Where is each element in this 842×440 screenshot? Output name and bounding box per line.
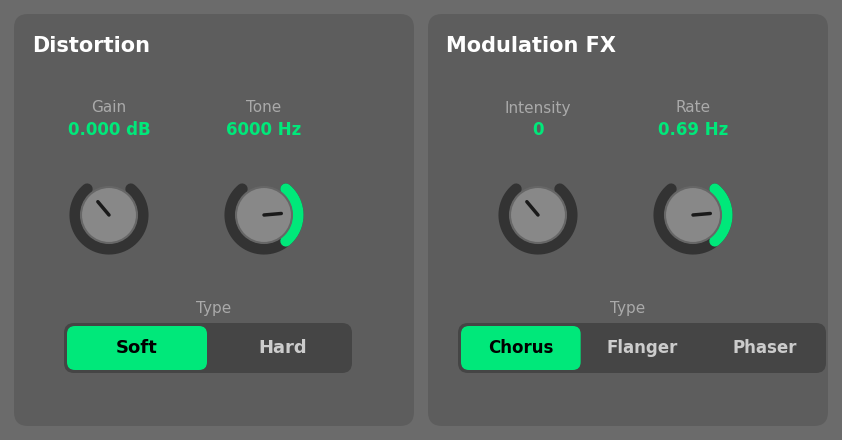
Text: Hard: Hard xyxy=(258,339,307,357)
Text: Type: Type xyxy=(196,301,232,315)
FancyBboxPatch shape xyxy=(461,326,581,370)
Text: 0.69 Hz: 0.69 Hz xyxy=(658,121,728,139)
Circle shape xyxy=(81,187,137,243)
Text: Tone: Tone xyxy=(247,100,281,115)
Text: Chorus: Chorus xyxy=(488,339,553,357)
Text: Type: Type xyxy=(610,301,646,315)
Text: Rate: Rate xyxy=(675,100,711,115)
Circle shape xyxy=(236,187,292,243)
FancyBboxPatch shape xyxy=(67,326,207,370)
Text: 0.000 dB: 0.000 dB xyxy=(67,121,151,139)
Text: Intensity: Intensity xyxy=(504,100,571,115)
Text: Flanger: Flanger xyxy=(606,339,678,357)
Circle shape xyxy=(665,187,721,243)
Text: Modulation FX: Modulation FX xyxy=(446,36,616,56)
Text: Gain: Gain xyxy=(92,100,126,115)
FancyBboxPatch shape xyxy=(14,14,414,426)
FancyBboxPatch shape xyxy=(458,323,826,373)
FancyBboxPatch shape xyxy=(64,323,352,373)
Text: Phaser: Phaser xyxy=(733,339,797,357)
Text: 6000 Hz: 6000 Hz xyxy=(226,121,301,139)
Text: Distortion: Distortion xyxy=(32,36,150,56)
Text: Soft: Soft xyxy=(116,339,158,357)
Text: 0: 0 xyxy=(532,121,544,139)
Circle shape xyxy=(510,187,566,243)
FancyBboxPatch shape xyxy=(428,14,828,426)
